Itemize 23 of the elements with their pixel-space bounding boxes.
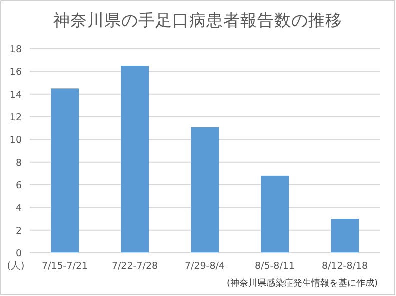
x-tick-label: 7/29-8/4 — [184, 261, 226, 272]
y-tick-label: 12 — [10, 112, 22, 124]
y-axis-title: (人) — [7, 261, 25, 272]
bar — [331, 219, 359, 253]
chart-title: 神奈川県の手足口病患者報告数の推移 — [54, 11, 342, 30]
x-tick-label: 8/12-8/18 — [322, 261, 368, 272]
x-tick-label: 7/15-7/21 — [42, 261, 88, 272]
bar — [261, 176, 289, 253]
x-tick-label: 8/5-8/11 — [254, 261, 296, 272]
y-tick-label: 10 — [10, 135, 22, 146]
y-tick-label: 8 — [16, 158, 22, 169]
bar — [121, 66, 149, 253]
y-tick-label: 16 — [10, 67, 22, 78]
x-tick-label: 7/22-7/28 — [112, 261, 158, 272]
bar — [51, 88, 79, 253]
y-tick-label: 0 — [16, 248, 22, 260]
bar — [191, 127, 219, 253]
y-tick-label: 2 — [16, 226, 22, 237]
y-tick-label: 4 — [16, 203, 22, 214]
y-tick-label: 6 — [16, 180, 22, 192]
y-tick-label: 18 — [10, 44, 22, 56]
y-tick-label: 14 — [10, 90, 22, 101]
text: (神奈川県感染症発生情報を基に作成) — [226, 278, 378, 289]
